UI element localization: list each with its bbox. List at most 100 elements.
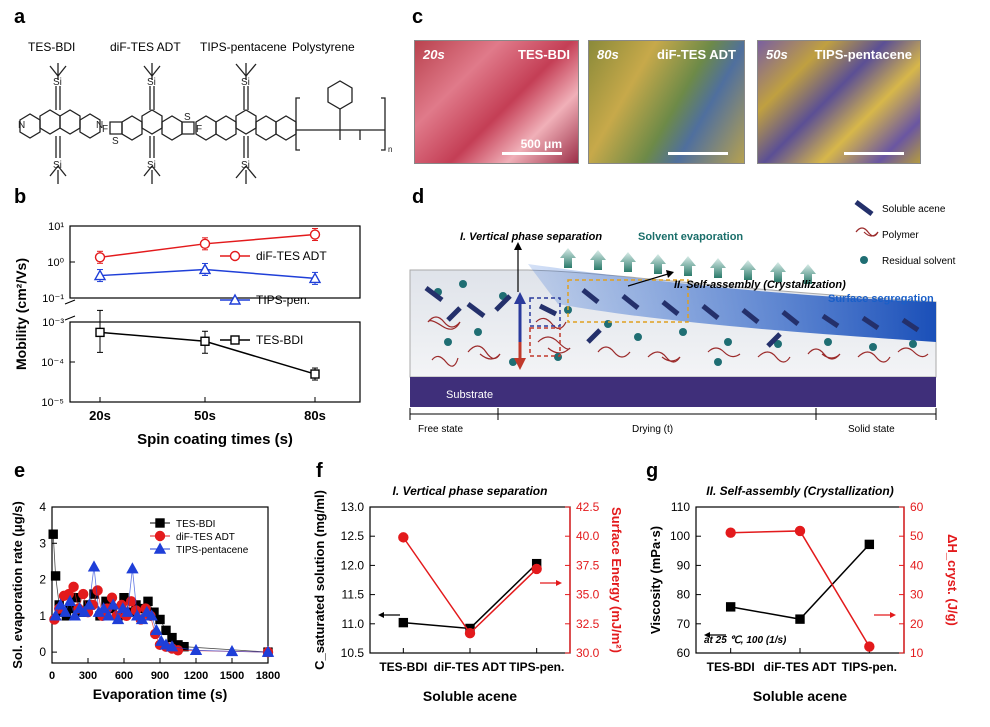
polystyrene-structure: [295, 80, 386, 151]
data-point: [48, 529, 58, 539]
data-point: [531, 563, 542, 575]
y-tick-label: 10⁰: [47, 257, 64, 269]
panel-letter-g: g: [646, 460, 659, 482]
panel-letter-f: f: [316, 460, 323, 482]
legend-label: TIPS-pentacene: [176, 545, 249, 556]
polymer-box: [529, 327, 561, 357]
chart-title: I. Vertical phase separation: [393, 484, 548, 498]
atom-label: Si: [241, 160, 250, 171]
y-right-tick-label: 40: [910, 558, 924, 572]
panel-letter-c: c: [412, 6, 424, 28]
x-axis-label: Spin coating times (s): [137, 431, 293, 448]
y-right-tick-label: 32.5: [576, 617, 600, 631]
self-assembly-label: II. Self-assembly (Crystallization): [674, 279, 846, 291]
y-right-tick-label: 40.0: [576, 529, 600, 543]
atom-label: S: [112, 136, 119, 147]
scale-bar: [844, 152, 904, 155]
y-tick-label: 12.0: [341, 558, 365, 572]
y-tick-label: 10.5: [341, 646, 365, 660]
panel-letter-d: d: [412, 186, 425, 208]
chart-annotation: at 25 ℃, 100 (1/s): [704, 635, 787, 646]
y-tick-label: 10¹: [48, 221, 64, 233]
x-axis-label: Evaporation time (s): [93, 686, 228, 702]
panel-letter-b: b: [14, 186, 27, 208]
data-point: [95, 327, 105, 338]
solvent-dots: [434, 280, 917, 366]
y-tick-label: 10⁻⁵: [41, 397, 64, 409]
data-point: [125, 596, 137, 607]
scale-bar: [668, 152, 728, 155]
data-point: [77, 588, 89, 600]
chart-b-mobility: 10¹ 10⁰ 10⁻¹ 10⁻³ 10⁻⁴ 10⁻⁵ 20s 50s 80s Spin coat…: [13, 221, 361, 448]
x-axis-label: Soluble acene: [423, 688, 517, 704]
data-point: [135, 613, 149, 625]
y-axis-label: C_saturated solution (mg/ml): [312, 490, 327, 670]
y-tick-label: 3: [39, 536, 46, 550]
y-right-tick-label: 30: [910, 588, 924, 602]
stage-free: Free state: [418, 424, 463, 435]
y-right-axis-label: Surface Energy (mJ/m²): [609, 507, 624, 653]
chart-title: II. Self-assembly (Crystallization): [706, 484, 893, 498]
x-tick-label: TIPS-pen.: [842, 660, 897, 674]
micrograph-time: 80s: [597, 47, 619, 62]
y-tick-label: 0: [39, 645, 46, 659]
data-point: [725, 602, 736, 612]
atom-label: F: [102, 124, 108, 135]
y-tick-label: 2: [39, 573, 46, 587]
y-tick-label: 10⁻³: [42, 317, 64, 329]
y-right-tick-label: 35.0: [576, 588, 600, 602]
y-tick-label: 80: [677, 588, 691, 602]
y-axis-label: Viscosity (mPa·s): [648, 526, 663, 634]
data-point: [49, 609, 62, 621]
data-point: [94, 252, 106, 263]
schematic-legend: Soluble acene Polymer Residual solvent: [854, 200, 956, 267]
right-axis-arrowhead: [556, 580, 562, 586]
atom-label: N: [96, 120, 103, 131]
y-tick-label: 10⁻¹: [42, 293, 64, 305]
data-point: [63, 594, 77, 607]
legend-acene: Soluble acene: [882, 204, 946, 215]
x-tick-label: TIPS-pen.: [509, 660, 564, 674]
data-point: [50, 571, 61, 581]
y-tick-label: 11.0: [342, 617, 365, 631]
molecule-name-tips-pentacene: TIPS-pentacene: [200, 40, 287, 54]
data-point: [93, 269, 107, 281]
x-tick-label: TES-BDI: [707, 660, 755, 674]
molecule-name-tes-bdi: TES-BDI: [28, 40, 76, 54]
atom-label: Si: [147, 160, 156, 171]
x-tick-label: 1200: [184, 670, 208, 682]
data-point: [189, 643, 203, 656]
data-point: [121, 605, 134, 617]
data-point: [54, 598, 67, 610]
legend-marker: [153, 542, 167, 554]
surface-segregation-label: Surface segregation: [828, 293, 934, 305]
micrograph-label: diF-TES ADT: [657, 47, 736, 62]
data-point: [794, 525, 806, 537]
data-point: [161, 625, 171, 636]
data-point: [725, 527, 736, 538]
y-right-tick-label: 50: [910, 529, 924, 543]
data-point: [199, 238, 211, 250]
y-tick-label: 12.5: [341, 529, 365, 543]
atom-label: S: [184, 112, 191, 123]
scale-bar-label: 500 μm: [520, 137, 562, 151]
y-tick-label: 4: [39, 500, 46, 514]
data-point: [59, 605, 72, 617]
micrograph-time: 50s: [766, 47, 788, 62]
y-right-tick-label: 20: [910, 617, 924, 631]
y-right-tick-label: 37.5: [576, 558, 600, 572]
legend-label: TIPS-pen.: [256, 293, 310, 307]
atom-label: Si: [53, 77, 62, 88]
y-right-tick-label: 42.5: [576, 500, 600, 514]
x-tick-label: 1500: [220, 670, 244, 682]
schematic-d: Substrate: [409, 200, 956, 435]
panel-letter-e: e: [14, 460, 26, 482]
left-axis-arrowhead: [378, 612, 384, 618]
substrate-label: Substrate: [446, 389, 493, 401]
axis-break-mark: [64, 315, 76, 321]
data-point: [398, 617, 409, 628]
data-point: [309, 229, 321, 240]
scale-bar: [502, 152, 562, 155]
y-right-axis-label: ΔH_cryst. (J/g): [945, 534, 960, 626]
x-tick-label: 1800: [256, 670, 280, 682]
